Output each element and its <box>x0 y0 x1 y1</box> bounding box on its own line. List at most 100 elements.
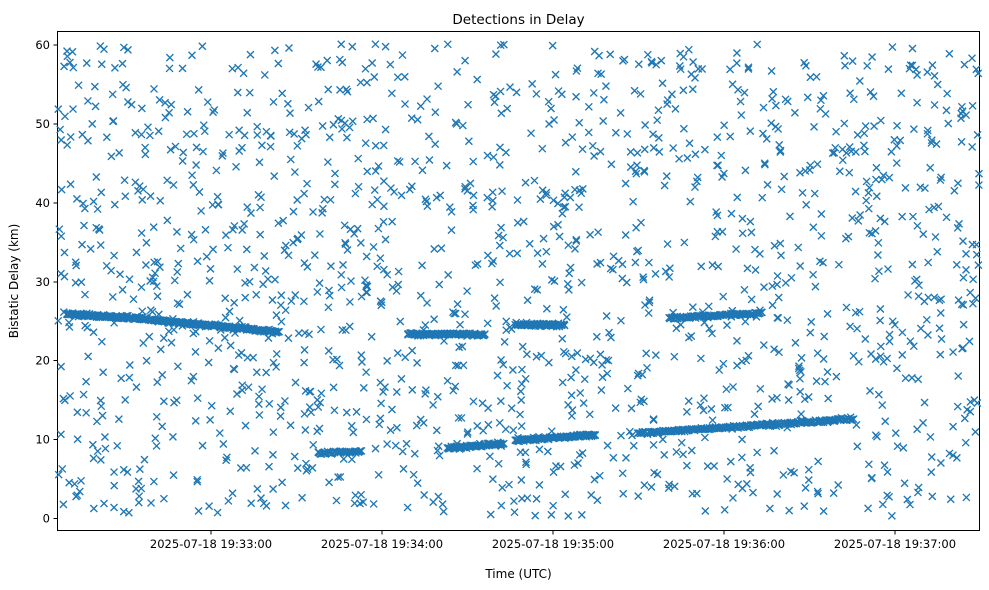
clutter-detection-marker <box>783 316 792 325</box>
clutter-detection-marker <box>330 180 339 189</box>
clutter-detection-marker <box>262 501 271 510</box>
clutter-detection-marker <box>684 45 693 54</box>
clutter-detection-marker <box>110 251 119 260</box>
clutter-detection-marker <box>201 225 210 234</box>
clutter-detection-marker <box>618 260 627 269</box>
clutter-detection-marker <box>108 292 117 301</box>
clutter-detection-marker <box>710 462 719 470</box>
clutter-detection-marker <box>559 305 568 314</box>
clutter-detection-marker <box>952 260 961 269</box>
clutter-detection-marker <box>326 195 335 204</box>
clutter-detection-marker <box>412 421 421 430</box>
clutter-detection-marker <box>876 342 885 351</box>
clutter-detection-marker <box>891 429 900 438</box>
clutter-detection-marker <box>56 125 65 134</box>
clutter-detection-marker <box>268 295 277 304</box>
clutter-detection-marker <box>970 396 979 405</box>
clutter-detection-marker <box>82 59 91 68</box>
clutter-detection-marker <box>155 95 164 104</box>
clutter-detection-marker <box>676 49 685 58</box>
clutter-detection-marker <box>561 490 570 499</box>
page-title: Detections in Delay <box>452 12 584 28</box>
clutter-detection-marker <box>149 477 158 486</box>
clutter-detection-marker <box>66 180 75 189</box>
clutter-detection-marker <box>305 403 314 412</box>
clutter-detection-marker <box>572 92 581 101</box>
x-tick-label: 2025-07-18 19:36:00 <box>663 537 785 551</box>
clutter-detection-marker <box>334 473 343 482</box>
clutter-detection-marker <box>880 461 889 470</box>
clutter-detection-marker <box>362 282 371 291</box>
clutter-detection-marker <box>278 478 287 487</box>
clutter-detection-marker <box>625 427 634 436</box>
clutter-detection-marker <box>637 395 646 404</box>
clutter-detection-marker <box>379 141 388 150</box>
clutter-detection-marker <box>855 76 864 85</box>
clutter-detection-marker <box>871 274 879 283</box>
clutter-detection-marker <box>469 191 478 200</box>
clutter-detection-marker <box>728 493 737 502</box>
clutter-detection-marker <box>797 353 806 362</box>
clutter-detection-marker <box>968 240 977 249</box>
clutter-detection-marker <box>142 238 151 247</box>
clutter-detection-marker <box>598 360 607 369</box>
clutter-detection-marker <box>421 321 430 330</box>
clutter-detection-marker <box>920 398 929 407</box>
clutter-detection-marker <box>853 324 862 333</box>
clutter-detection-marker <box>255 392 263 401</box>
clutter-detection-marker <box>864 460 873 469</box>
clutter-detection-marker <box>108 90 117 99</box>
clutter-detection-marker <box>500 337 509 346</box>
clutter-detection-marker <box>388 217 397 226</box>
clutter-detection-marker <box>568 133 577 142</box>
clutter-detection-marker <box>140 455 149 464</box>
clutter-detection-marker <box>379 265 388 274</box>
clutter-detection-marker <box>931 232 940 241</box>
clutter-detection-marker <box>652 60 661 69</box>
clutter-detection-marker <box>123 97 132 106</box>
clutter-detection-marker <box>302 459 310 468</box>
clutter-detection-marker <box>459 361 468 370</box>
clutter-detection-marker <box>750 245 759 254</box>
clutter-detection-marker <box>496 397 505 406</box>
clutter-detection-marker <box>538 259 547 268</box>
clutter-detection-marker <box>787 273 796 282</box>
clutter-detection-marker <box>235 316 244 325</box>
clutter-detection-marker <box>115 148 124 157</box>
clutter-detection-marker <box>373 195 382 204</box>
clutter-detection-marker <box>463 287 472 296</box>
clutter-detection-marker <box>869 92 878 101</box>
clutter-detection-marker <box>576 388 585 397</box>
clutter-detection-marker <box>235 147 244 155</box>
clutter-detection-marker <box>158 370 167 379</box>
clutter-detection-marker <box>878 500 887 509</box>
clutter-detection-marker <box>245 88 254 97</box>
clutter-detection-marker <box>535 480 544 489</box>
track-detection-marker <box>356 446 365 455</box>
clutter-detection-marker <box>784 395 793 404</box>
clutter-detection-marker <box>93 205 102 214</box>
clutter-detection-marker <box>193 477 202 486</box>
clutter-detection-marker <box>654 133 663 142</box>
clutter-detection-marker <box>57 232 66 241</box>
clutter-detection-marker <box>199 147 208 156</box>
clutter-detection-marker <box>77 278 86 287</box>
clutter-detection-marker <box>634 492 643 501</box>
clutter-detection-marker <box>173 362 182 371</box>
clutter-detection-marker <box>628 431 637 440</box>
clutter-detection-marker <box>78 240 87 249</box>
clutter-detection-marker <box>347 421 356 430</box>
clutter-detection-marker <box>828 149 837 158</box>
clutter-detection-marker <box>812 377 821 386</box>
clutter-detection-marker <box>742 356 751 365</box>
clutter-detection-marker <box>58 464 67 473</box>
clutter-detection-marker <box>110 63 119 72</box>
clutter-detection-marker <box>383 270 392 279</box>
clutter-detection-marker <box>551 70 560 79</box>
clutter-detection-marker <box>516 410 525 419</box>
clutter-detection-marker <box>603 441 612 450</box>
clutter-detection-marker <box>262 368 271 377</box>
clutter-detection-marker <box>501 425 510 434</box>
clutter-detection-marker <box>496 143 504 152</box>
clutter-detection-marker <box>324 303 333 312</box>
